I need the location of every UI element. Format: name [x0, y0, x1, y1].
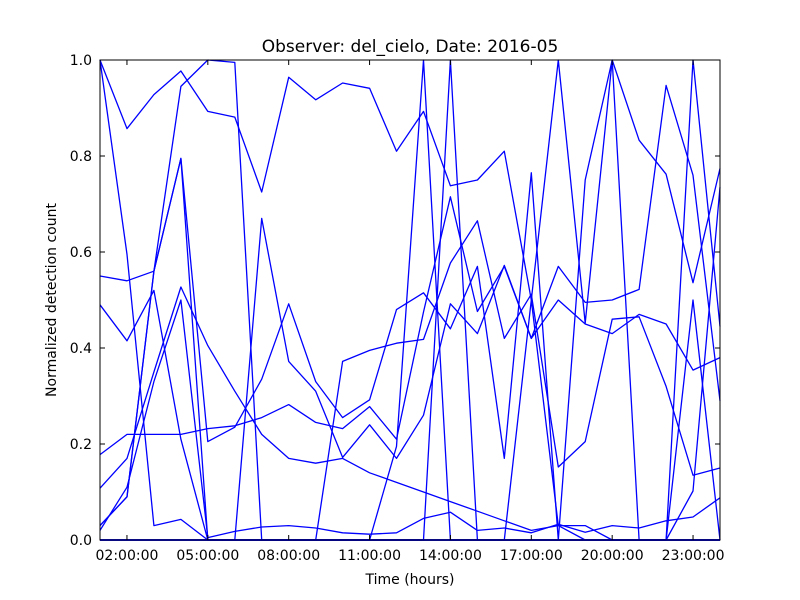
series-line-6: [99, 196, 721, 456]
series-line-9: [99, 59, 721, 541]
x-tick-label: 20:00:00: [581, 548, 644, 564]
series-line-1: [99, 59, 721, 324]
y-tick-label: 0.8: [70, 149, 92, 165]
y-tick-label: 1.0: [70, 53, 92, 69]
x-tick-label: 08:00:00: [257, 548, 320, 564]
y-tick-label: 0.2: [70, 437, 92, 453]
x-axis-ticks: 02:00:00 05:00:00 08:00:00 11:00:00 14:00:00…: [96, 60, 725, 564]
series-line-11: [99, 299, 721, 539]
chart-title: Observer: del_cielo, Date: 2016-05: [262, 37, 559, 57]
y-axis-title: Normalized detection count: [44, 203, 60, 397]
plot-frame: [99, 59, 721, 541]
x-tick-label: 14:00:00: [419, 548, 482, 564]
y-tick-label: 0.6: [70, 245, 92, 261]
x-tick-label: 23:00:00: [662, 548, 725, 564]
x-tick-label: 11:00:00: [338, 548, 401, 564]
x-axis-title: Time (hours): [365, 572, 455, 588]
x-tick-label: 02:00:00: [96, 548, 159, 564]
y-axis-ticks: 0.0 0.2 0.4 0.6 0.8 1.0: [70, 53, 720, 549]
y-tick-label: 0.4: [70, 341, 92, 357]
y-tick-label: 0.0: [70, 533, 92, 549]
x-tick-label: 17:00:00: [500, 548, 563, 564]
x-tick-label: 05:00:00: [176, 548, 239, 564]
